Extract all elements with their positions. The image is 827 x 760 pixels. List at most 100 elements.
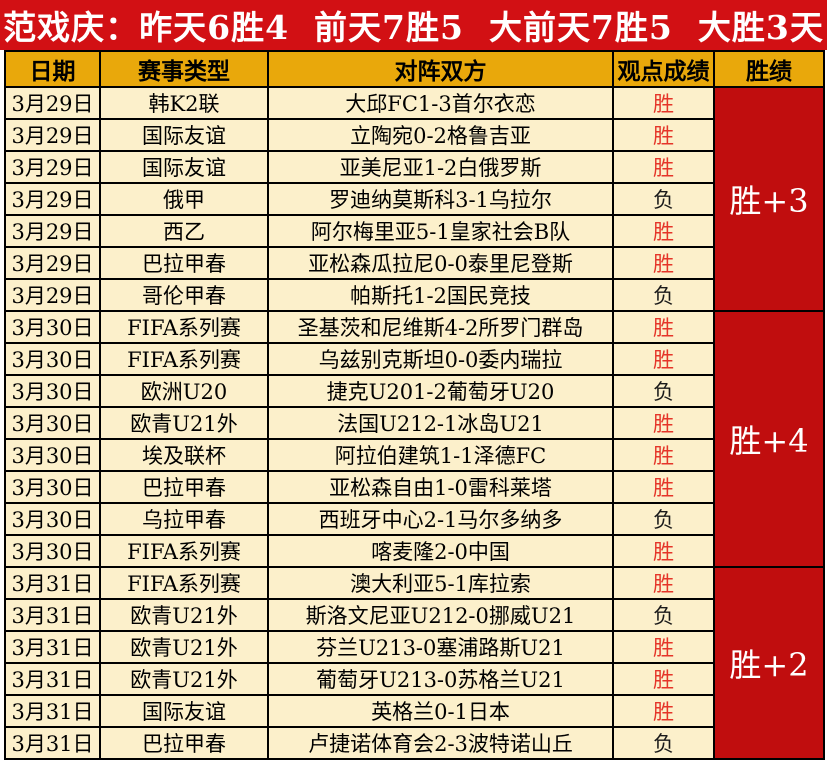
match-cell: 帕斯托1-2国民竞技 xyxy=(267,278,614,312)
date-cell: 3月29日 xyxy=(4,246,101,280)
result-cell: 负 xyxy=(612,374,715,408)
league-cell: 俄甲 xyxy=(99,182,269,216)
table-row: 3月29日 巴拉甲春 亚松森瓜拉尼0-0泰里尼登斯胜 xyxy=(4,246,824,280)
result-cell: 胜 xyxy=(612,214,715,248)
league-cell: 哥伦甲春 xyxy=(99,278,269,312)
date-cell: 3月31日 xyxy=(4,662,101,696)
table-row: 3月29日 俄甲 罗迪纳莫斯科3-1乌拉尔负 xyxy=(4,182,824,216)
league-cell: 巴拉甲春 xyxy=(99,246,269,280)
match-cell: 喀麦隆2-0中国 xyxy=(267,534,614,568)
match-table-body: 3月29日 韩K2联 大邱FC1-3首尔衣恋胜胜+3 3月29日 国际友谊 立陶宛0-2格… xyxy=(4,86,825,760)
header-result: 观点成绩 xyxy=(612,50,715,88)
match-cell: 西班牙中心2-1马尔多纳多 xyxy=(267,502,614,536)
match-cell: 芬兰U213-0塞浦路斯U21 xyxy=(267,630,614,664)
league-cell: FIFA系列赛 xyxy=(99,566,269,600)
date-cell: 3月29日 xyxy=(4,86,101,120)
result-cell: 负 xyxy=(612,726,715,760)
header-row: 日期 赛事类型 对阵双方 观点成绩 胜绩 xyxy=(4,50,825,88)
date-cell: 3月30日 xyxy=(4,534,101,568)
match-cell: 罗迪纳莫斯科3-1乌拉尔 xyxy=(267,182,614,216)
league-cell: 西乙 xyxy=(99,214,269,248)
table-row: 3月31日 国际友谊 英格兰0-1日本胜 xyxy=(4,694,824,728)
result-cell: 胜 xyxy=(612,630,715,664)
result-cell: 胜 xyxy=(612,534,715,568)
date-cell: 3月31日 xyxy=(4,598,101,632)
match-cell: 阿尔梅里亚5-1皇家社会B队 xyxy=(267,214,614,248)
table-row: 3月29日 韩K2联 大邱FC1-3首尔衣恋胜胜+3 xyxy=(4,86,825,312)
result-cell: 胜 xyxy=(612,150,715,184)
result-cell: 负 xyxy=(612,598,715,632)
header-date: 日期 xyxy=(4,50,101,88)
league-cell: FIFA系列赛 xyxy=(99,534,269,568)
date-cell: 3月31日 xyxy=(4,566,101,600)
result-cell: 胜 xyxy=(612,662,715,696)
league-cell: 埃及联杯 xyxy=(99,438,269,472)
match-cell: 澳大利亚5-1库拉索 xyxy=(267,566,614,600)
league-cell: 国际友谊 xyxy=(99,118,269,152)
result-cell: 胜 xyxy=(612,406,715,440)
streak-summary-cell: 胜+3 xyxy=(713,86,825,312)
result-cell: 负 xyxy=(612,182,715,216)
date-cell: 3月30日 xyxy=(4,374,101,408)
match-cell: 葡萄牙U213-0苏格兰U21 xyxy=(267,662,614,696)
date-cell: 3月29日 xyxy=(4,182,101,216)
league-cell: 韩K2联 xyxy=(99,86,269,120)
match-cell: 亚松森自由1-0雷科莱塔 xyxy=(267,470,614,504)
header-streak: 胜绩 xyxy=(713,50,825,88)
date-cell: 3月29日 xyxy=(4,214,101,248)
result-cell: 胜 xyxy=(612,310,715,344)
table-row: 3月29日 国际友谊 亚美尼亚1-2白俄罗斯胜 xyxy=(4,150,824,184)
result-cell: 负 xyxy=(612,278,715,312)
league-cell: 国际友谊 xyxy=(99,150,269,184)
date-cell: 3月29日 xyxy=(4,150,101,184)
league-cell: 巴拉甲春 xyxy=(99,470,269,504)
match-cell: 亚美尼亚1-2白俄罗斯 xyxy=(267,150,614,184)
league-cell: 巴拉甲春 xyxy=(99,726,269,760)
date-cell: 3月30日 xyxy=(4,342,101,376)
result-cell: 胜 xyxy=(612,566,715,600)
table-row: 3月30日 FIFA系列赛 圣基茨和尼维斯4-2所罗门群岛胜胜+4 xyxy=(4,310,825,568)
league-cell: 欧青U21外 xyxy=(99,662,269,696)
league-cell: 乌拉甲春 xyxy=(99,502,269,536)
result-cell: 负 xyxy=(612,502,715,536)
table-row: 3月29日 国际友谊 立陶宛0-2格鲁吉亚胜 xyxy=(4,118,824,152)
league-cell: 欧洲U20 xyxy=(99,374,269,408)
date-cell: 3月30日 xyxy=(4,470,101,504)
result-cell: 胜 xyxy=(612,118,715,152)
league-cell: FIFA系列赛 xyxy=(99,342,269,376)
table-row: 3月30日 乌拉甲春 西班牙中心2-1马尔多纳多负 xyxy=(4,502,824,536)
date-cell: 3月29日 xyxy=(4,118,101,152)
result-cell: 胜 xyxy=(612,438,715,472)
date-cell: 3月30日 xyxy=(4,406,101,440)
page-title: 范戏庆：昨天6胜4 前天7胜5 大前天7胜5 大胜3天 xyxy=(0,0,827,50)
streak-summary-cell: 胜+2 xyxy=(713,566,825,760)
header-match: 对阵双方 xyxy=(267,50,614,88)
match-cell: 卢捷诺体育会2-3波特诺山丘 xyxy=(267,726,614,760)
date-cell: 3月31日 xyxy=(4,630,101,664)
table-row: 3月29日 哥伦甲春 帕斯托1-2国民竞技负 xyxy=(4,278,824,312)
league-cell: 欧青U21外 xyxy=(99,630,269,664)
match-cell: 捷克U201-2葡萄牙U20 xyxy=(267,374,614,408)
result-cell: 胜 xyxy=(612,246,715,280)
date-cell: 3月30日 xyxy=(4,502,101,536)
table-row: 3月30日 巴拉甲春 亚松森自由1-0雷科莱塔胜 xyxy=(4,470,824,504)
table-row: 3月30日 埃及联杯 阿拉伯建筑1-1泽德FC 胜 xyxy=(4,438,824,472)
match-cell: 立陶宛0-2格鲁吉亚 xyxy=(267,118,614,152)
table-row: 3月31日 巴拉甲春 卢捷诺体育会2-3波特诺山丘负 xyxy=(4,726,824,760)
date-cell: 3月31日 xyxy=(4,694,101,728)
match-cell: 大邱FC1-3首尔衣恋 xyxy=(267,86,614,120)
table-row: 3月30日 FIFA系列赛 乌兹别克斯坦0-0委内瑞拉胜 xyxy=(4,342,824,376)
result-cell: 胜 xyxy=(612,342,715,376)
table-row: 3月29日 西乙 阿尔梅里亚5-1皇家社会B队胜 xyxy=(4,214,824,248)
date-cell: 3月29日 xyxy=(4,278,101,312)
league-cell: 欧青U21外 xyxy=(99,598,269,632)
match-cell: 阿拉伯建筑1-1泽德FC xyxy=(267,438,614,472)
table-row: 3月31日 欧青U21外 芬兰U213-0塞浦路斯U21 胜 xyxy=(4,630,824,664)
match-cell: 圣基茨和尼维斯4-2所罗门群岛 xyxy=(267,310,614,344)
streak-summary-cell: 胜+4 xyxy=(713,310,825,568)
match-cell: 英格兰0-1日本 xyxy=(267,694,614,728)
result-cell: 胜 xyxy=(612,86,715,120)
match-cell: 亚松森瓜拉尼0-0泰里尼登斯 xyxy=(267,246,614,280)
date-cell: 3月30日 xyxy=(4,438,101,472)
match-cell: 法国U212-1冰岛U21 xyxy=(267,406,614,440)
